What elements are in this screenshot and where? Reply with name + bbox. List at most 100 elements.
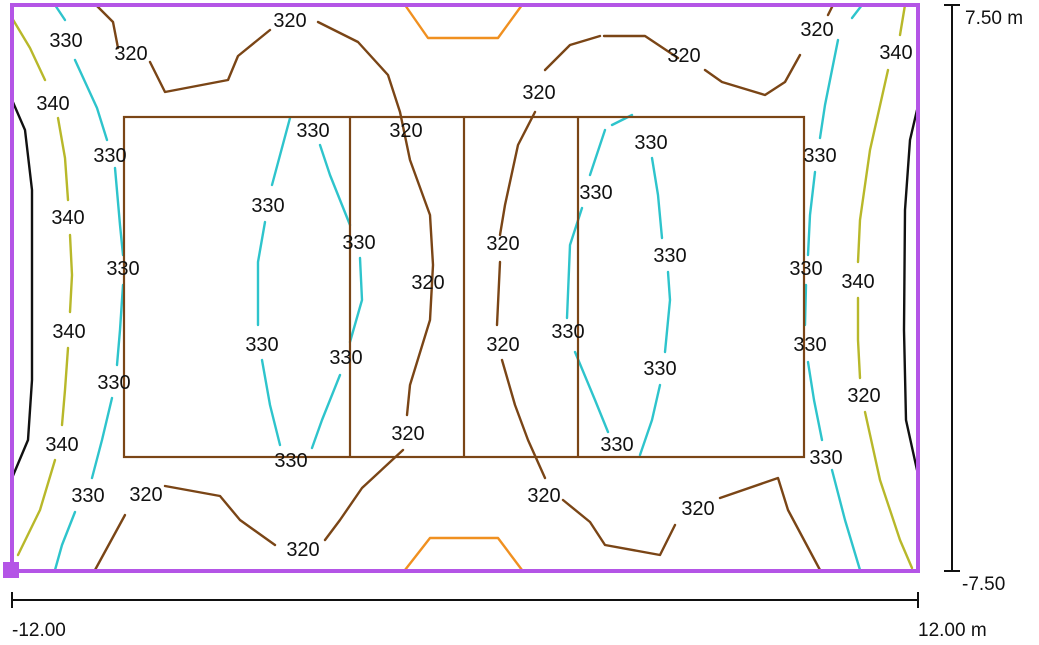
contour-label: 330: [329, 347, 362, 369]
isoline-right-edge: [902, 108, 919, 472]
x-max-label: 12.00 m: [918, 620, 987, 641]
isoline-320-bottom-right-corner: [718, 476, 822, 572]
isoline-330-left-inner-low: [260, 358, 282, 447]
contour-label: 340: [45, 434, 78, 456]
contour-label: 330: [793, 334, 826, 356]
contour-label: 320: [667, 45, 700, 67]
contour-label: 340: [841, 271, 874, 293]
contour-label: 340: [36, 93, 69, 115]
isoline-330-left-outer-mid: [113, 166, 125, 257]
contour-label: 330: [71, 485, 104, 507]
contour-label: 330: [97, 372, 130, 394]
contour-label: 320: [681, 498, 714, 520]
isoline-340-right: [898, 3, 907, 37]
contour-label: 320: [486, 233, 519, 255]
isoline-330-left-outer-low: [115, 283, 125, 367]
isoline-330-right-outer: [850, 3, 864, 20]
contour-label: 320: [391, 423, 424, 445]
contour-label: 330: [579, 182, 612, 204]
isoline-340-right-mid: [856, 296, 862, 380]
contour-label: 320: [273, 10, 306, 32]
isoline-orange-bottom: [403, 536, 524, 572]
isoline-330-right-second-low: [573, 350, 610, 434]
isoline-330-right-outer-low: [803, 283, 808, 327]
isoline-330-right-inner-low: [638, 383, 662, 457]
isoline-330-right-outer-bottom: [830, 468, 862, 572]
court-lines: [122, 115, 806, 459]
y-max-label: 7.50 m: [965, 8, 1023, 29]
isoline-orange-top: [403, 3, 524, 40]
contour-label: 330: [296, 120, 329, 142]
isoline-340-left: [10, 16, 47, 82]
isoline-340-left-low: [68, 233, 74, 314]
contour-label: 330: [634, 132, 667, 154]
contour-labels-extra: 330 330 320: [71, 447, 842, 520]
contour-labels: 320 330 320 340 320 320 340 330 320 330 …: [36, 10, 912, 561]
isoline-330-left-outer-bottom: [90, 396, 114, 480]
contour-label: 330: [789, 258, 822, 280]
isoline-340-right-low: [863, 410, 914, 570]
isoline-330-left-second-low: [310, 373, 342, 450]
contour-label: 320: [486, 334, 519, 356]
isoline-320-center-right-low: [495, 260, 502, 327]
contour-label: 330: [274, 450, 307, 472]
contour-label: 320: [522, 82, 555, 104]
contour-label: 330: [551, 321, 584, 343]
isoline-left-edge: [10, 98, 34, 480]
contour-label: 340: [52, 321, 85, 343]
contour-label: 330: [106, 258, 139, 280]
contour-label: 320: [847, 385, 880, 407]
hall-boundary: [10, 3, 920, 573]
contour-label: 320: [527, 485, 560, 507]
isoline-330-left-inner-mid: [256, 220, 267, 327]
isoline-340-left-lower: [60, 346, 70, 427]
isoline-330-right-second-mid: [565, 206, 584, 320]
contour-label: 330: [803, 145, 836, 167]
isoline-340-left-bottom: [16, 458, 57, 557]
isoline-330-right-outer-lower: [806, 360, 824, 442]
contour-label: 320: [286, 539, 319, 561]
isoline-330-right-outer-mid: [806, 170, 817, 257]
isoline-330-left-outer-top: [53, 3, 67, 22]
contour-label: 330: [643, 358, 676, 380]
isoline-330-right-outer-upper: [818, 38, 840, 140]
isoline-320-top-left-corner: [94, 3, 120, 50]
contour-label: 320: [800, 19, 833, 41]
isoline-320-center-left: [316, 20, 435, 417]
isoline-320-bottom-left-arc: [163, 484, 277, 547]
contour-label: 330: [49, 30, 82, 52]
contour-label: 320: [129, 484, 162, 506]
isoline-330-left-inner: [270, 116, 292, 187]
isoline-320-center-right-mid: [498, 110, 537, 237]
isoline-320-top-right-arc: [602, 34, 680, 60]
contour-label: 330: [600, 434, 633, 456]
contour-label: 330: [809, 447, 842, 469]
isoline-320-center-left-bottom: [323, 448, 405, 542]
x-min-label: -12.00: [12, 620, 66, 641]
contour-label: 330: [342, 232, 375, 254]
contour-label: 320: [114, 43, 147, 65]
isoline-320-top-left-arc: [148, 28, 272, 94]
isoline-330-left-second-mid: [348, 256, 364, 344]
isoline-330-right-inner-mid: [663, 270, 672, 354]
isoline-330-right-inner: [650, 156, 664, 240]
isoline-340-right-upper: [856, 68, 890, 264]
contour-label: 330: [251, 195, 284, 217]
origin-marker: [3, 562, 19, 578]
contour-label: 330: [93, 145, 126, 167]
contour-label: 330: [245, 334, 278, 356]
contour-label: 340: [879, 42, 912, 64]
y-min-label: -7.50: [962, 574, 1005, 595]
contour-label: 340: [51, 207, 84, 229]
isoline-330-left-outer-bottom-end: [53, 510, 77, 572]
isolines: [10, 3, 919, 572]
isoline-320-bottom-right-arc: [561, 498, 677, 557]
isoline-320-center-right-bottom: [500, 358, 547, 480]
isoline-330-left-second: [318, 143, 352, 227]
contour-label: 320: [389, 120, 422, 142]
isoline-330-left-outer: [73, 58, 109, 142]
isoline-330-right-second: [588, 128, 607, 177]
isoline-320-top-right-corner: [703, 53, 802, 97]
contour-label: 320: [411, 272, 444, 294]
